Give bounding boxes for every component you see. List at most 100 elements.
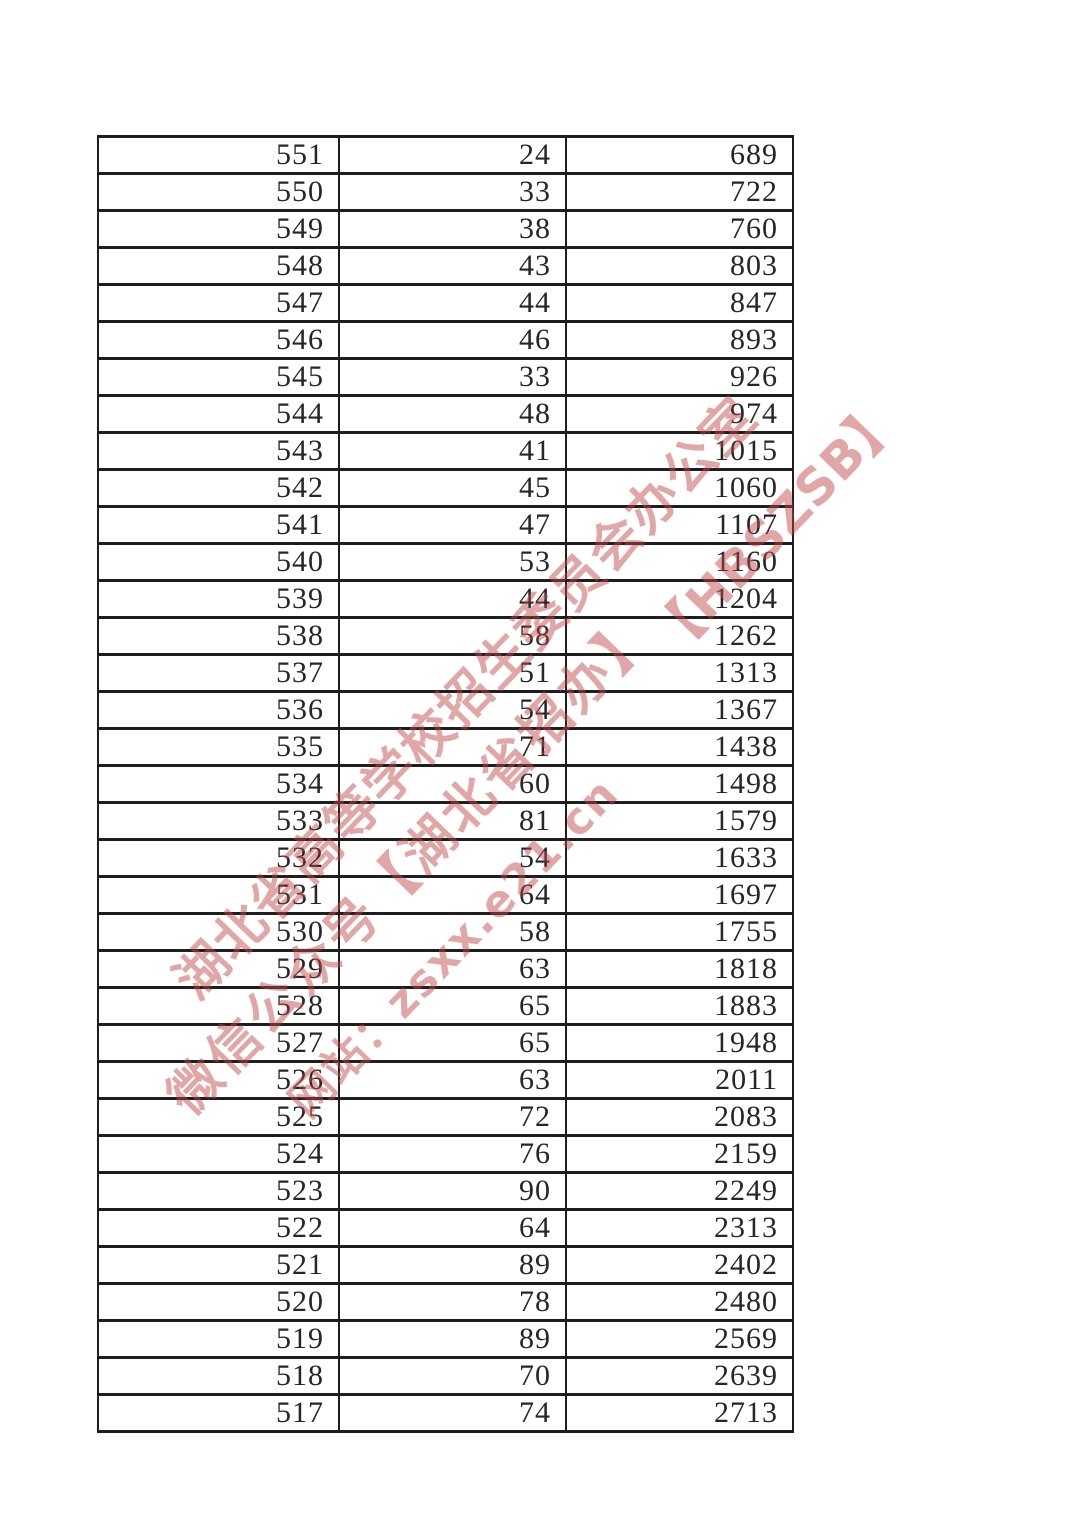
table-row: 539 44 1204	[97, 579, 794, 619]
count-cell: 24	[338, 135, 567, 175]
cumulative-cell: 2313	[565, 1208, 794, 1248]
cumulative-cell: 1313	[565, 653, 794, 693]
count-cell: 45	[338, 468, 567, 508]
cumulative-cell: 1755	[565, 912, 794, 952]
cumulative-cell: 1060	[565, 468, 794, 508]
cumulative-cell: 974	[565, 394, 794, 434]
cumulative-cell: 1438	[565, 727, 794, 767]
table-row: 544 48 974	[97, 394, 794, 434]
table-row: 524 76 2159	[97, 1134, 794, 1174]
cumulative-cell: 1883	[565, 986, 794, 1026]
count-cell: 46	[338, 320, 567, 360]
count-cell: 64	[338, 875, 567, 915]
cumulative-cell: 760	[565, 209, 794, 249]
score-cell: 547	[97, 283, 340, 323]
count-cell: 76	[338, 1134, 567, 1174]
score-cell: 541	[97, 505, 340, 545]
table-row: 521 89 2402	[97, 1245, 794, 1285]
cumulative-cell: 2569	[565, 1319, 794, 1359]
cumulative-cell: 1160	[565, 542, 794, 582]
score-cell: 536	[97, 690, 340, 730]
score-cell: 520	[97, 1282, 340, 1322]
cumulative-cell: 2639	[565, 1356, 794, 1396]
table-row: 536 54 1367	[97, 690, 794, 730]
count-cell: 58	[338, 912, 567, 952]
count-cell: 38	[338, 209, 567, 249]
count-cell: 51	[338, 653, 567, 693]
count-cell: 41	[338, 431, 567, 471]
score-cell: 531	[97, 875, 340, 915]
score-cell: 533	[97, 801, 340, 841]
table-row: 547 44 847	[97, 283, 794, 323]
score-cell: 532	[97, 838, 340, 878]
count-cell: 89	[338, 1245, 567, 1285]
count-cell: 43	[338, 246, 567, 286]
cumulative-cell: 2249	[565, 1171, 794, 1211]
count-cell: 63	[338, 1060, 567, 1100]
score-cell: 537	[97, 653, 340, 693]
score-distribution-table: 551 24 689 550 33 722 549 38 760 548 43 …	[97, 135, 794, 1433]
count-cell: 78	[338, 1282, 567, 1322]
table-row: 534 60 1498	[97, 764, 794, 804]
count-cell: 72	[338, 1097, 567, 1137]
table-row: 526 63 2011	[97, 1060, 794, 1100]
table-row: 538 58 1262	[97, 616, 794, 656]
cumulative-cell: 1262	[565, 616, 794, 656]
table-row: 519 89 2569	[97, 1319, 794, 1359]
table-row: 540 53 1160	[97, 542, 794, 582]
cumulative-cell: 1498	[565, 764, 794, 804]
cumulative-cell: 1015	[565, 431, 794, 471]
count-cell: 90	[338, 1171, 567, 1211]
cumulative-cell: 2159	[565, 1134, 794, 1174]
score-cell: 543	[97, 431, 340, 471]
score-cell: 528	[97, 986, 340, 1026]
score-cell: 524	[97, 1134, 340, 1174]
table-row: 542 45 1060	[97, 468, 794, 508]
score-cell: 544	[97, 394, 340, 434]
count-cell: 54	[338, 690, 567, 730]
score-cell: 523	[97, 1171, 340, 1211]
table-row: 543 41 1015	[97, 431, 794, 471]
score-cell: 546	[97, 320, 340, 360]
score-cell: 540	[97, 542, 340, 582]
score-table-body: 551 24 689 550 33 722 549 38 760 548 43 …	[97, 135, 794, 1433]
table-row: 518 70 2639	[97, 1356, 794, 1396]
count-cell: 33	[338, 357, 567, 397]
count-cell: 33	[338, 172, 567, 212]
score-cell: 535	[97, 727, 340, 767]
count-cell: 54	[338, 838, 567, 878]
table-row: 533 81 1579	[97, 801, 794, 841]
cumulative-cell: 893	[565, 320, 794, 360]
cumulative-cell: 1204	[565, 579, 794, 619]
score-cell: 529	[97, 949, 340, 989]
count-cell: 71	[338, 727, 567, 767]
score-cell: 534	[97, 764, 340, 804]
score-cell: 539	[97, 579, 340, 619]
count-cell: 64	[338, 1208, 567, 1248]
cumulative-cell: 926	[565, 357, 794, 397]
count-cell: 74	[338, 1393, 567, 1433]
table-row: 529 63 1818	[97, 949, 794, 989]
count-cell: 47	[338, 505, 567, 545]
score-cell: 527	[97, 1023, 340, 1063]
table-row: 537 51 1313	[97, 653, 794, 693]
score-cell: 551	[97, 135, 340, 175]
score-cell: 517	[97, 1393, 340, 1433]
cumulative-cell: 2402	[565, 1245, 794, 1285]
table-row: 548 43 803	[97, 246, 794, 286]
score-cell: 519	[97, 1319, 340, 1359]
table-row: 549 38 760	[97, 209, 794, 249]
cumulative-cell: 1579	[565, 801, 794, 841]
score-cell: 538	[97, 616, 340, 656]
table-row: 525 72 2083	[97, 1097, 794, 1137]
cumulative-cell: 2480	[565, 1282, 794, 1322]
count-cell: 44	[338, 579, 567, 619]
count-cell: 58	[338, 616, 567, 656]
score-cell: 518	[97, 1356, 340, 1396]
count-cell: 60	[338, 764, 567, 804]
table-row: 527 65 1948	[97, 1023, 794, 1063]
table-row: 517 74 2713	[97, 1393, 794, 1433]
score-cell: 545	[97, 357, 340, 397]
table-row: 530 58 1755	[97, 912, 794, 952]
